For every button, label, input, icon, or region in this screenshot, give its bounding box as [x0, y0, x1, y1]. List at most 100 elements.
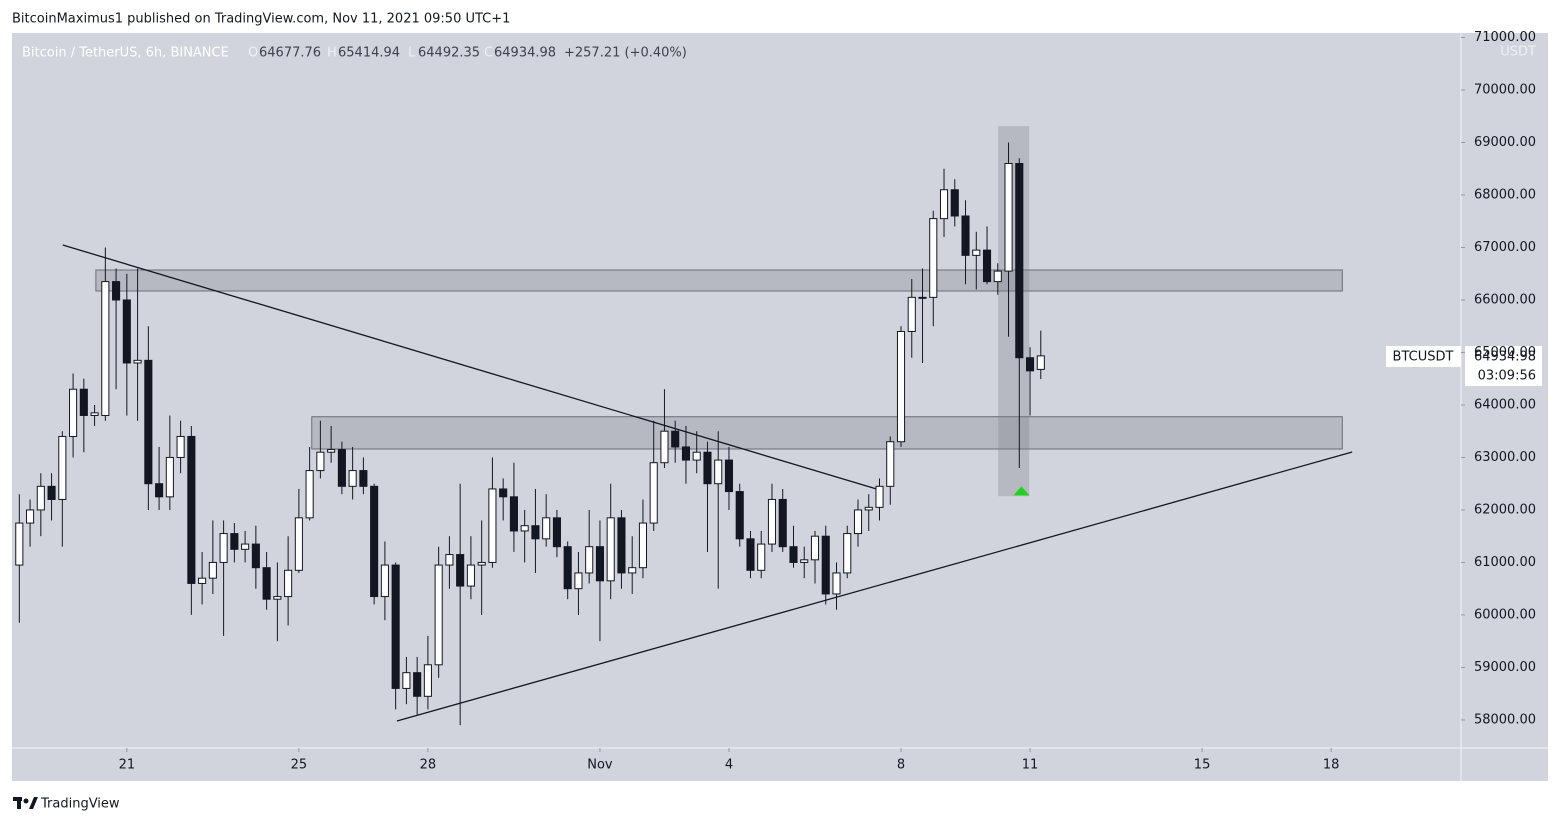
candle-body	[993, 270, 1002, 283]
legend-o: O	[248, 46, 258, 61]
publisher-line: BitcoinMaximus1 published on TradingView…	[12, 12, 510, 27]
candle-body	[423, 664, 432, 697]
candle-body	[735, 491, 744, 540]
candle-body	[305, 470, 314, 519]
candle-body	[47, 485, 56, 500]
y-tick-label: 61000.00	[1474, 555, 1536, 570]
candle-body	[273, 596, 282, 600]
candle-body	[122, 299, 131, 364]
trend-line	[396, 451, 1353, 722]
candle-body	[961, 215, 970, 256]
price-tag-value: 64934.98	[1474, 350, 1536, 365]
candle-body	[402, 672, 411, 689]
x-tick-label: 15	[1194, 758, 1211, 773]
candle-body	[542, 517, 551, 540]
candle-body	[499, 488, 508, 498]
legend-change: +257.21 (+0.40%)	[564, 46, 687, 61]
x-tick-label: 8	[897, 758, 905, 773]
candle-body	[79, 388, 88, 416]
candle-body	[939, 189, 949, 220]
candle-body	[187, 435, 196, 584]
candle-body	[649, 462, 658, 524]
candle-body	[69, 388, 78, 437]
y-tick-label: 63000.00	[1474, 450, 1536, 465]
candle-body	[316, 451, 325, 472]
candle-body	[563, 546, 572, 590]
candle-body	[284, 569, 293, 598]
candle-body	[714, 459, 723, 485]
candle-body	[638, 522, 648, 569]
x-tick-label: 21	[119, 758, 136, 773]
candle-body	[918, 296, 927, 299]
footer-brand: TradingView	[40, 797, 120, 812]
y-tick-label: 67000.00	[1474, 240, 1536, 255]
candle-body	[219, 533, 228, 563]
y-tick-label: 60000.00	[1474, 607, 1536, 622]
candle-body	[370, 485, 379, 598]
x-tick-label: 4	[725, 758, 733, 773]
candle-body	[165, 456, 174, 498]
candle-body	[488, 488, 497, 563]
candle-body	[26, 509, 35, 524]
candle-body	[1036, 355, 1045, 370]
x-tick-label: 28	[420, 758, 437, 773]
candle-body	[724, 459, 734, 493]
symbol-tag	[1386, 346, 1461, 367]
candle-body	[520, 525, 529, 532]
y-tick-label: 68000.00	[1474, 187, 1536, 202]
candle-body	[477, 561, 486, 566]
candle-body	[413, 672, 422, 697]
legend-symbol: Bitcoin / TetherUS, 6h, BINANCE	[22, 46, 229, 61]
legend-h: H	[327, 46, 337, 61]
candle-body	[853, 509, 863, 535]
candle-body	[176, 435, 185, 458]
candle-body	[1004, 162, 1013, 272]
candle-body	[101, 281, 110, 416]
candle-body	[972, 249, 981, 256]
candle-body	[595, 546, 604, 582]
candle-body	[821, 535, 830, 595]
candle-body	[800, 559, 809, 563]
candle-body	[1015, 162, 1024, 359]
y-tick-label: 62000.00	[1474, 502, 1536, 517]
x-tick-label: Nov	[587, 758, 613, 773]
logo-part	[23, 798, 29, 804]
candle-body	[327, 449, 336, 453]
candle-body	[208, 561, 217, 579]
candle-body	[58, 435, 67, 500]
overlay: Bitcoin / TetherUS, 6h, BINANCE O 64677.…	[22, 45, 1542, 386]
logo-part	[29, 797, 38, 809]
candle-body	[348, 470, 357, 487]
highlight-box	[998, 126, 1030, 497]
candle-body	[531, 525, 540, 540]
y-tick-label: 70000.00	[1474, 83, 1536, 98]
candle-body	[757, 543, 766, 571]
candle-body	[628, 567, 637, 574]
candle-body	[36, 485, 45, 511]
candle-body	[456, 554, 465, 587]
candle-body	[832, 572, 841, 595]
y-tick-label: 71000.00	[1474, 30, 1536, 45]
candle-body	[552, 517, 561, 548]
candle-body	[660, 430, 669, 464]
candle-body	[703, 451, 712, 485]
footer-logo: TradingView	[13, 797, 120, 812]
candle-body	[241, 543, 250, 550]
candle-body	[692, 451, 701, 461]
candle-body	[15, 522, 24, 566]
candle-body	[262, 567, 271, 600]
candle-body	[112, 281, 121, 301]
arrow-marker	[1013, 486, 1030, 496]
legend-close: 64934.98	[494, 46, 556, 61]
candle-body	[445, 554, 454, 566]
candle-body	[606, 517, 615, 582]
plot-area	[15, 126, 1353, 726]
legend-high: 65414.94	[338, 46, 400, 61]
legend-c: C	[484, 46, 493, 61]
candle-body	[155, 483, 164, 498]
candle-body	[929, 218, 938, 298]
support-resistance-zone	[311, 416, 1343, 450]
candle-body	[886, 441, 895, 487]
candle-body	[778, 498, 787, 548]
